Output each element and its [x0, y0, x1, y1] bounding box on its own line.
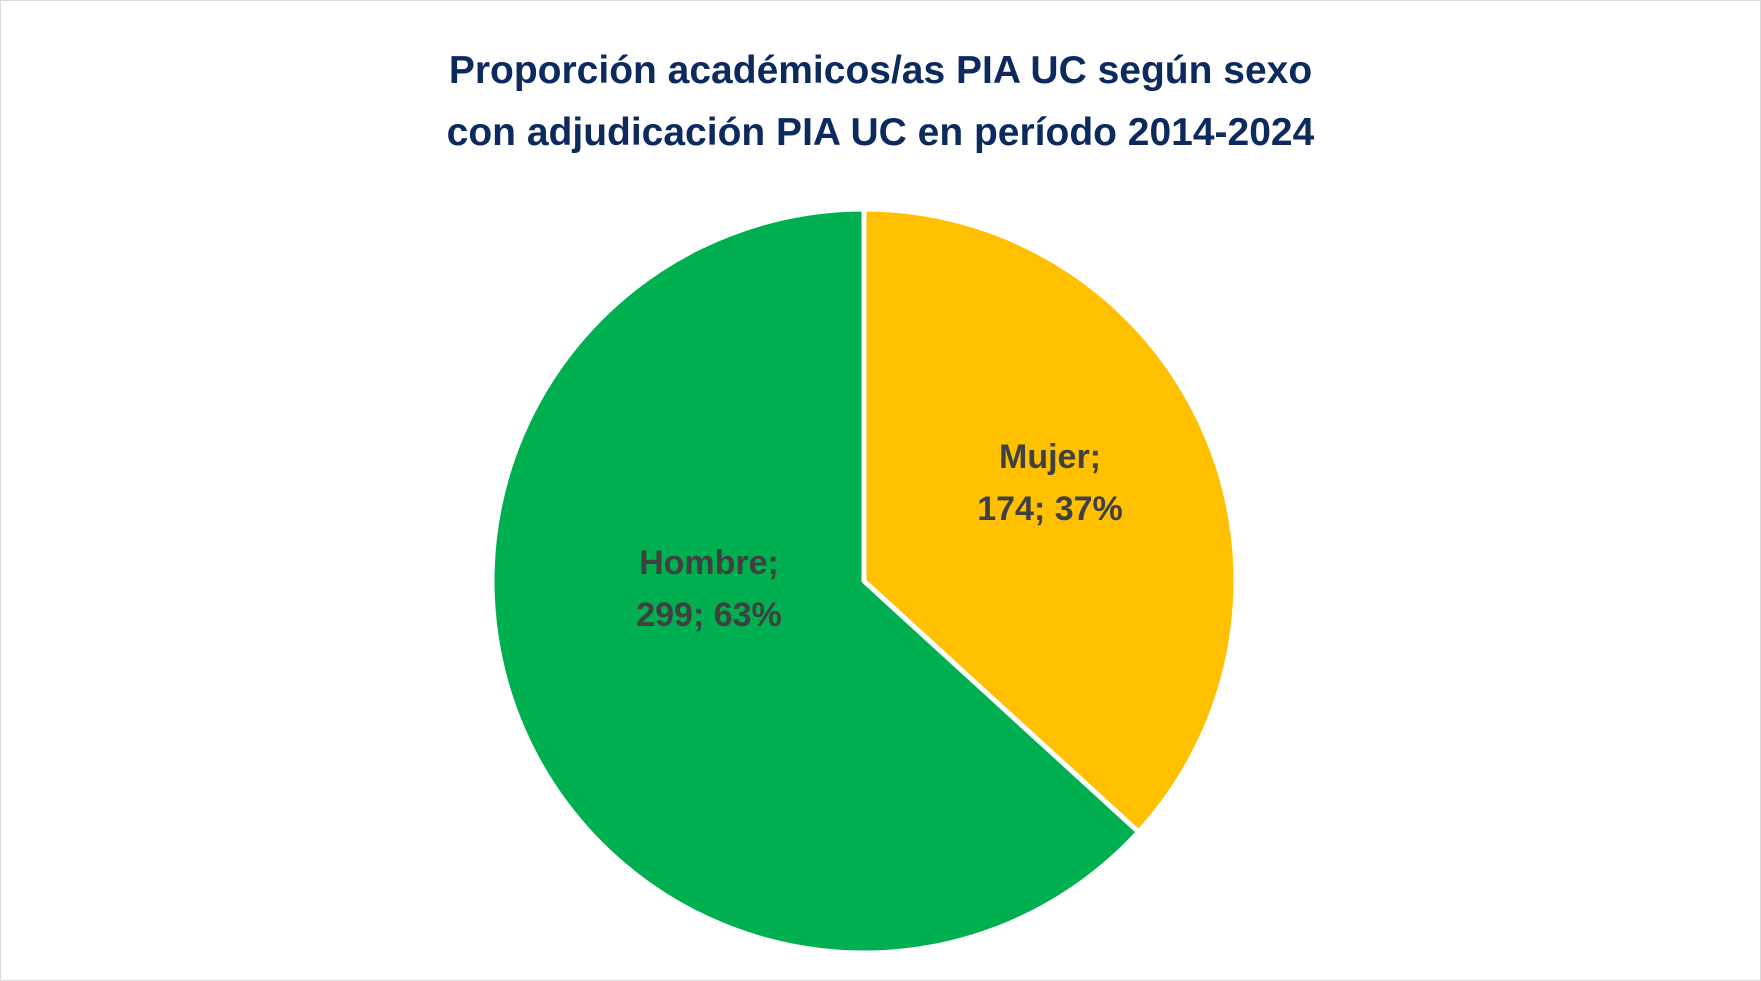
pie-slices [489, 206, 1239, 956]
pie-slice-mujer [861, 206, 1239, 835]
data-label-hombre: Hombre; 299; 63% [636, 544, 782, 634]
pie-labels: Mujer; 174; 37% Hombre; 299; 63% [636, 438, 1123, 634]
chart-title: Proporción académicos/as PIA UC según se… [0, 40, 1761, 164]
chart-title-line-2: con adjudicación PIA UC en período 2014-… [446, 111, 1315, 154]
data-label-mujer: Mujer; 174; 37% [977, 438, 1123, 528]
chart-title-line-1: Proporción académicos/as PIA UC según se… [448, 49, 1313, 92]
pie-slice-hombre [489, 206, 1142, 956]
